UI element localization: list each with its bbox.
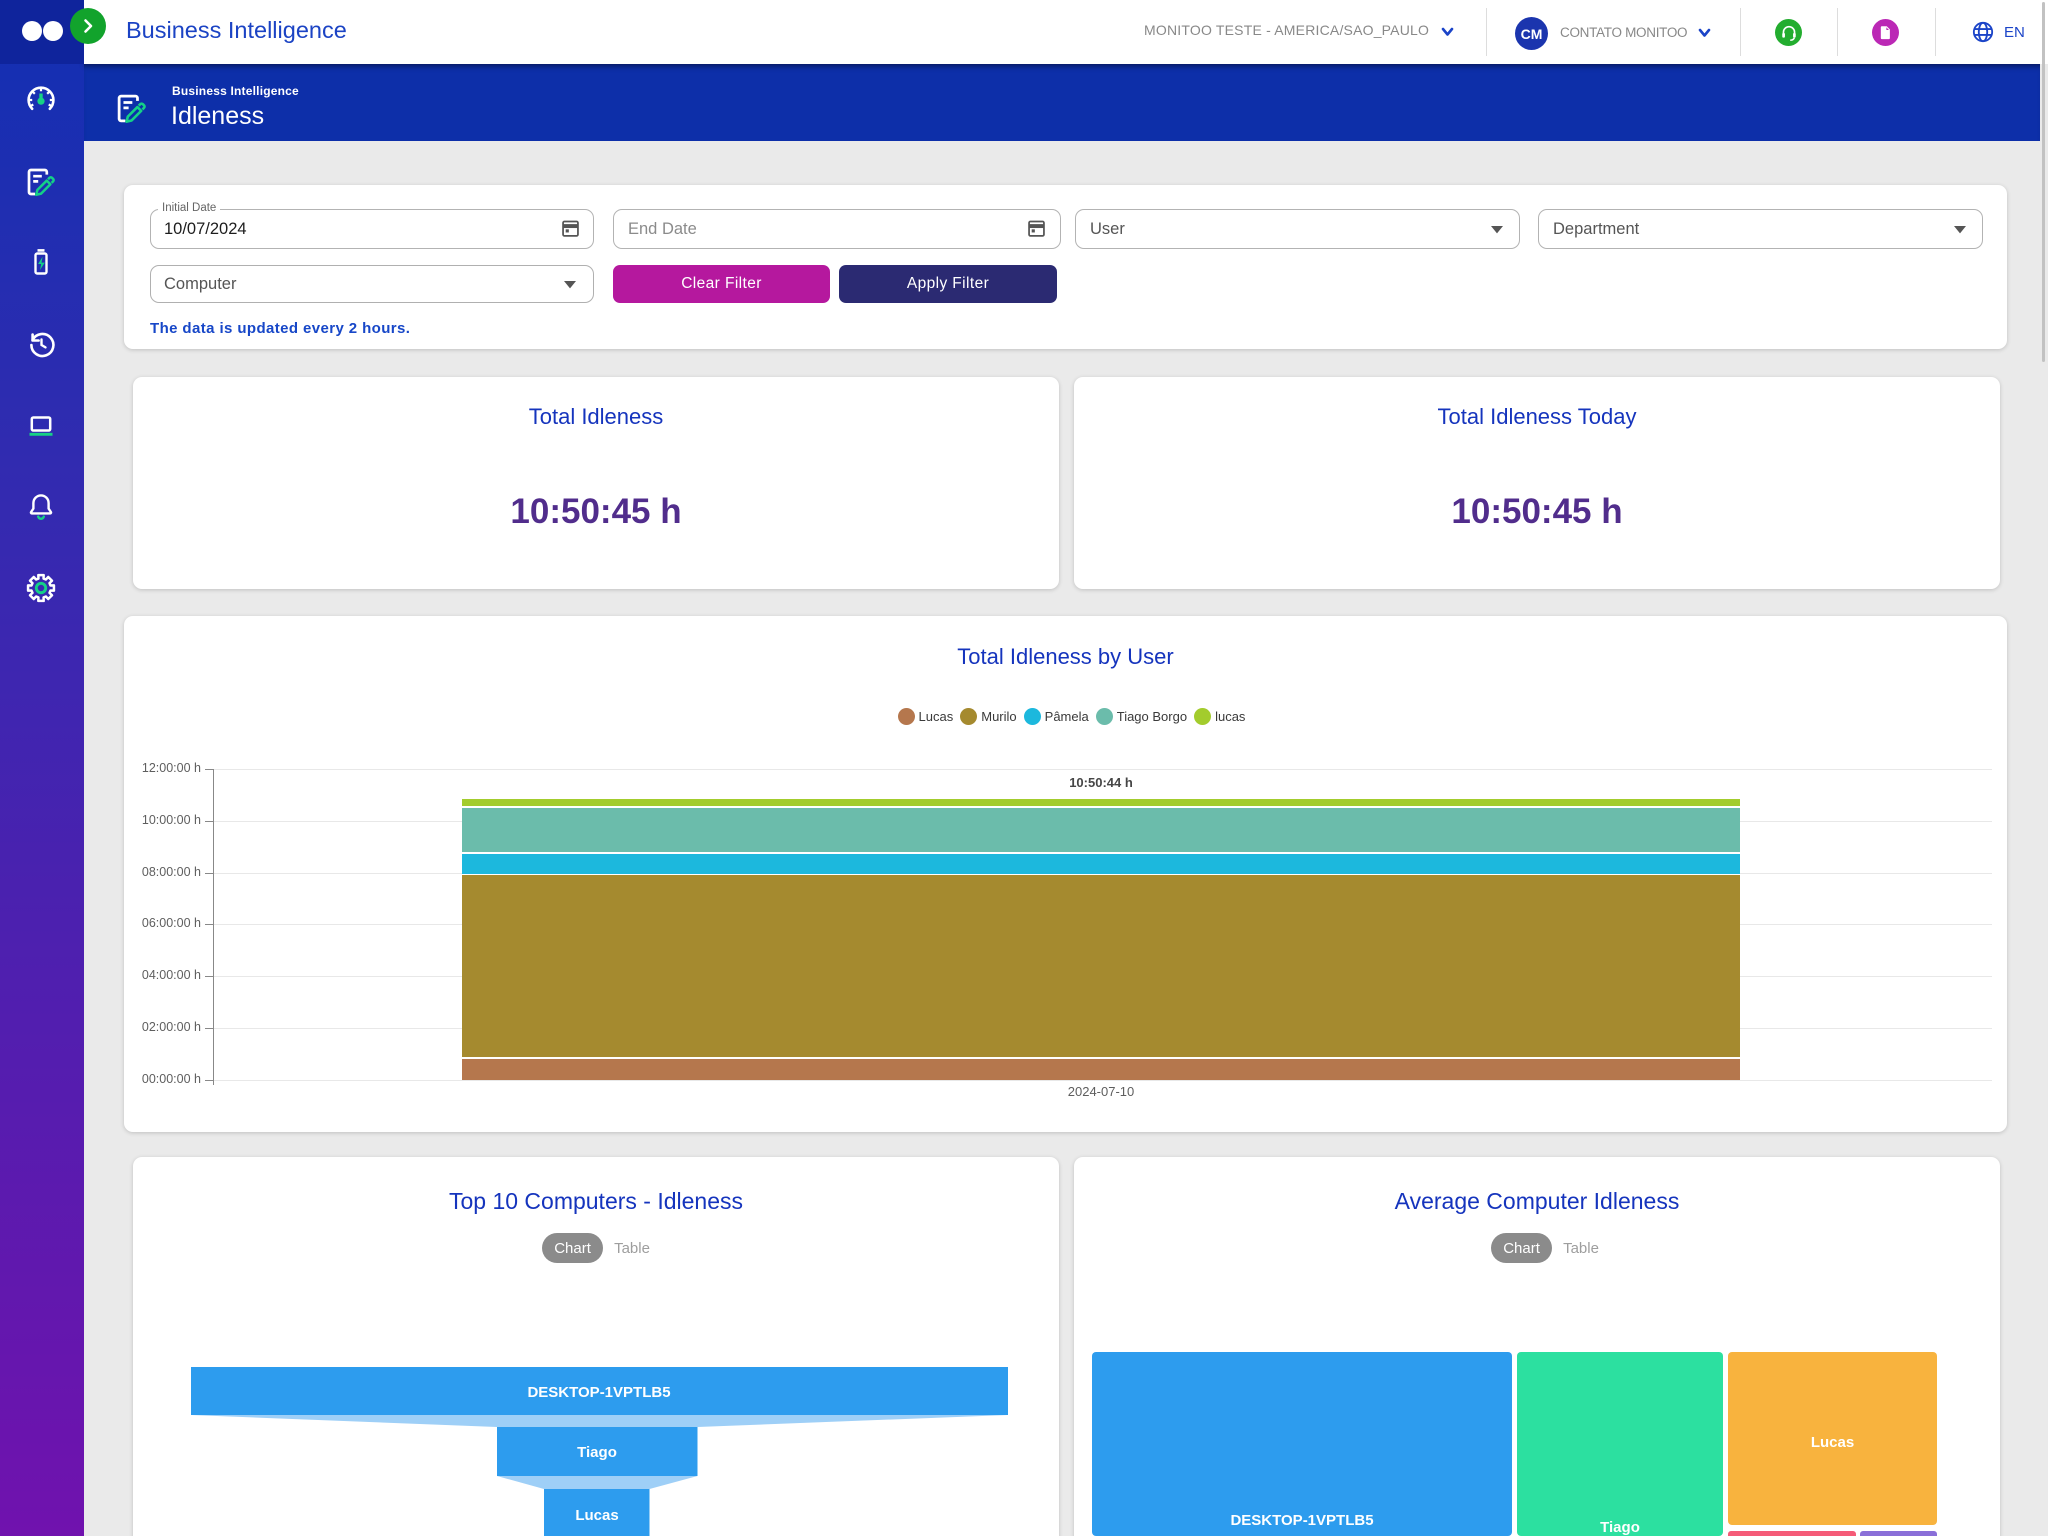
- svg-text:Lucas: Lucas: [575, 1507, 618, 1524]
- svg-text:DESKTOP-1VPTLB5: DESKTOP-1VPTLB5: [527, 1384, 670, 1401]
- svg-text:Tiago: Tiago: [577, 1444, 617, 1461]
